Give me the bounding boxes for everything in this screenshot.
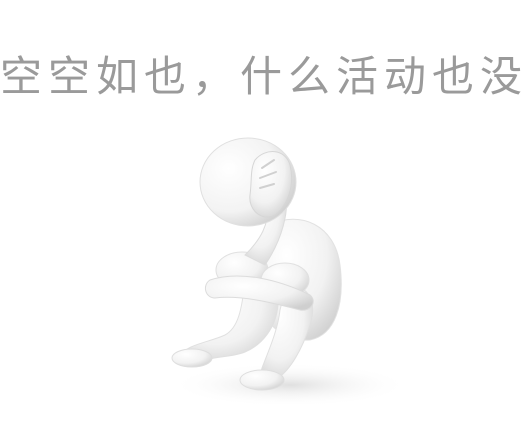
- ground-shadow: [170, 363, 410, 407]
- empty-message: 空空如也，什么活动也没有...: [0, 52, 525, 101]
- figure-fingers: [259, 159, 277, 189]
- figure-arm-lower: [204, 275, 314, 311]
- sad-figure-illustration: [150, 130, 430, 415]
- figure-foot-right: [239, 369, 285, 391]
- figure-foot-left: [171, 348, 213, 368]
